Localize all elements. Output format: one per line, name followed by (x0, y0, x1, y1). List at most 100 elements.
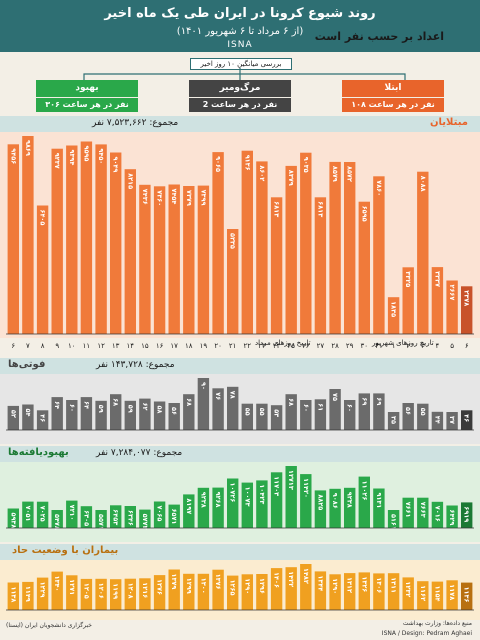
recovered-panel (0, 462, 480, 542)
recovered-bar (300, 474, 312, 528)
deaths-value-label: ۶۸ (112, 398, 120, 406)
deaths-value-label: ۵۵ (419, 408, 427, 416)
cases-bar (110, 152, 122, 334)
recovered-value-label: ۵۷۷۳ (141, 514, 149, 530)
recovered-value-label: ۶۵۷۱ (170, 509, 178, 525)
deaths-value-label: ۷۸ (229, 391, 237, 399)
recovered-value-label: ۷۶۶۱ (404, 502, 412, 518)
severe-section-title: بیماران با وضعیت حاد (12, 545, 119, 556)
severe-chart: ۱۱۳۸ ۱۱۴۹ ۱۲۲۹ ۱۳۴۰ ۱۲۷۱ ۱۲۰۵ ۱۲۰۶ ۱۱۹۹ ۱۲۰۸ ۱۲۱۶… (6, 564, 474, 611)
x-tick-label: ۱۱ (83, 342, 91, 350)
cases-bar (36, 205, 49, 334)
cases-value-label: ۷۳۶۰ (156, 190, 164, 206)
severe-bar (300, 564, 312, 610)
severe-value-label: ۱۲۳۲ (404, 581, 412, 597)
deaths-value-label: ۶۰ (346, 404, 354, 412)
cases-value-label: ۷۸۶۰ (375, 180, 383, 196)
recovered-value-label: ۹۱۳۱ (375, 493, 383, 509)
severe-bar (446, 580, 458, 610)
deaths-bar (36, 410, 49, 430)
deaths-value-label: ۳۵ (390, 416, 398, 424)
cases-bar (51, 148, 63, 334)
recovered-bar (461, 502, 473, 528)
cases-value-label: ۹۳۹۴ (68, 150, 76, 166)
deaths-bar (285, 394, 297, 430)
unit-note: اعداد بر حسب نفر است (314, 30, 444, 43)
cases-value-label: ۵۲۳۵ (229, 233, 237, 249)
recovered-value-label: ۱۰۰۷۳ (243, 487, 251, 507)
deaths-bar (270, 405, 283, 430)
cases-value-label: ۹۰۳۵ (302, 157, 310, 173)
x-tick-label: ۳۱ (375, 342, 383, 350)
severe-bar (241, 574, 253, 610)
deaths-bar (329, 389, 341, 430)
recovered-bar (139, 509, 151, 528)
x-tick-label: ۶ (11, 342, 15, 350)
rate-head-deaths: مرگ‌ومیر (189, 80, 291, 97)
recovered-value-label: ۱۰۴۲۳ (258, 484, 266, 504)
recovered-value-label: ۶۳۰۵ (82, 510, 90, 526)
average-note: بررسی میانگین ۱۰ روز اخیر (190, 58, 292, 70)
deaths-bar (402, 403, 414, 430)
cases-value-label: ۹۴۵۶ (9, 148, 17, 164)
cases-bar (168, 184, 180, 334)
cases-value-label: ۸۶۰۲ (258, 165, 266, 181)
cases-value-label: ۹۸۶۹ (24, 140, 32, 156)
deaths-value-label: ۵۴ (24, 409, 32, 417)
cases-bar (80, 141, 93, 334)
x-tick-label: ۲۸ (331, 342, 339, 350)
deaths-bar (95, 400, 107, 430)
recovered-value-label: ۶۹۱۹ (463, 506, 471, 522)
recovered-value-label: ۸۱۹۷ (185, 498, 193, 514)
cases-bar (373, 176, 385, 334)
severe-bar (51, 571, 63, 610)
recovered-bar (110, 505, 122, 528)
x-tick-label: ۲۳ (258, 342, 266, 350)
deaths-bar (110, 394, 122, 430)
deaths-section-band (0, 358, 480, 374)
deaths-bar (344, 400, 356, 430)
x-tick-label: ۹ (55, 342, 59, 350)
severe-bar (124, 578, 136, 610)
x-tick-label: ۳ (421, 342, 425, 350)
deaths-value-label: ۴۶ (39, 414, 47, 422)
severe-bar (402, 577, 414, 610)
recovered-bar (344, 487, 356, 528)
cases-bar (183, 186, 195, 334)
cases-bar (417, 171, 429, 334)
deaths-value-label: ۴۶ (463, 414, 471, 422)
recovered-bar (22, 501, 34, 528)
deaths-value-label: ۵۹ (126, 405, 134, 413)
severe-value-label: ۱۳۷۶ (214, 574, 222, 590)
severe-value-label: ۱۲۹۶ (258, 578, 266, 594)
deaths-bar (197, 378, 210, 430)
footer-source: منبع داده‌ها: وزارت بهداشت (402, 620, 472, 627)
severe-value-label: ۱۲۷۱ (68, 579, 76, 595)
chart-title: روند شیوع کرونا در ایران طی یک ماه اخیر (104, 6, 376, 21)
cases-bar (314, 197, 327, 334)
cases-value-label: ۳۳۲۵ (404, 271, 412, 287)
severe-value-label: ۱۲۰۵ (82, 583, 90, 599)
cases-bar (241, 150, 253, 334)
severe-value-label: ۱۱۴۹ (24, 586, 32, 602)
cases-bar (139, 184, 151, 334)
x-tick-label: ۲۴ (273, 342, 281, 350)
x-tick-label: ۸ (41, 342, 45, 350)
recovered-value-label: ۵۹۳۸ (9, 513, 17, 529)
recovered-bar (431, 501, 444, 528)
cases-section-title: مبتلایان (430, 117, 468, 128)
recovered-bar (241, 482, 253, 528)
recovered-bar (446, 505, 458, 528)
recovered-bar (329, 488, 341, 528)
cases-value-label: ۷۳۹۹ (199, 190, 207, 206)
severe-value-label: ۱۱۹۹ (112, 583, 120, 599)
x-tick-label: ۵ (450, 342, 454, 350)
deaths-bar (417, 403, 429, 430)
severe-value-label: ۱۲۹۹ (185, 578, 193, 594)
x-tick-label: ۱۸ (185, 342, 193, 350)
cases-value-label: ۱۸۳۵ (390, 301, 398, 317)
severe-value-label: ۱۲۷۶ (156, 579, 164, 595)
recovered-bar (80, 506, 93, 528)
deaths-bar (66, 400, 78, 430)
deaths-bar (241, 403, 253, 430)
